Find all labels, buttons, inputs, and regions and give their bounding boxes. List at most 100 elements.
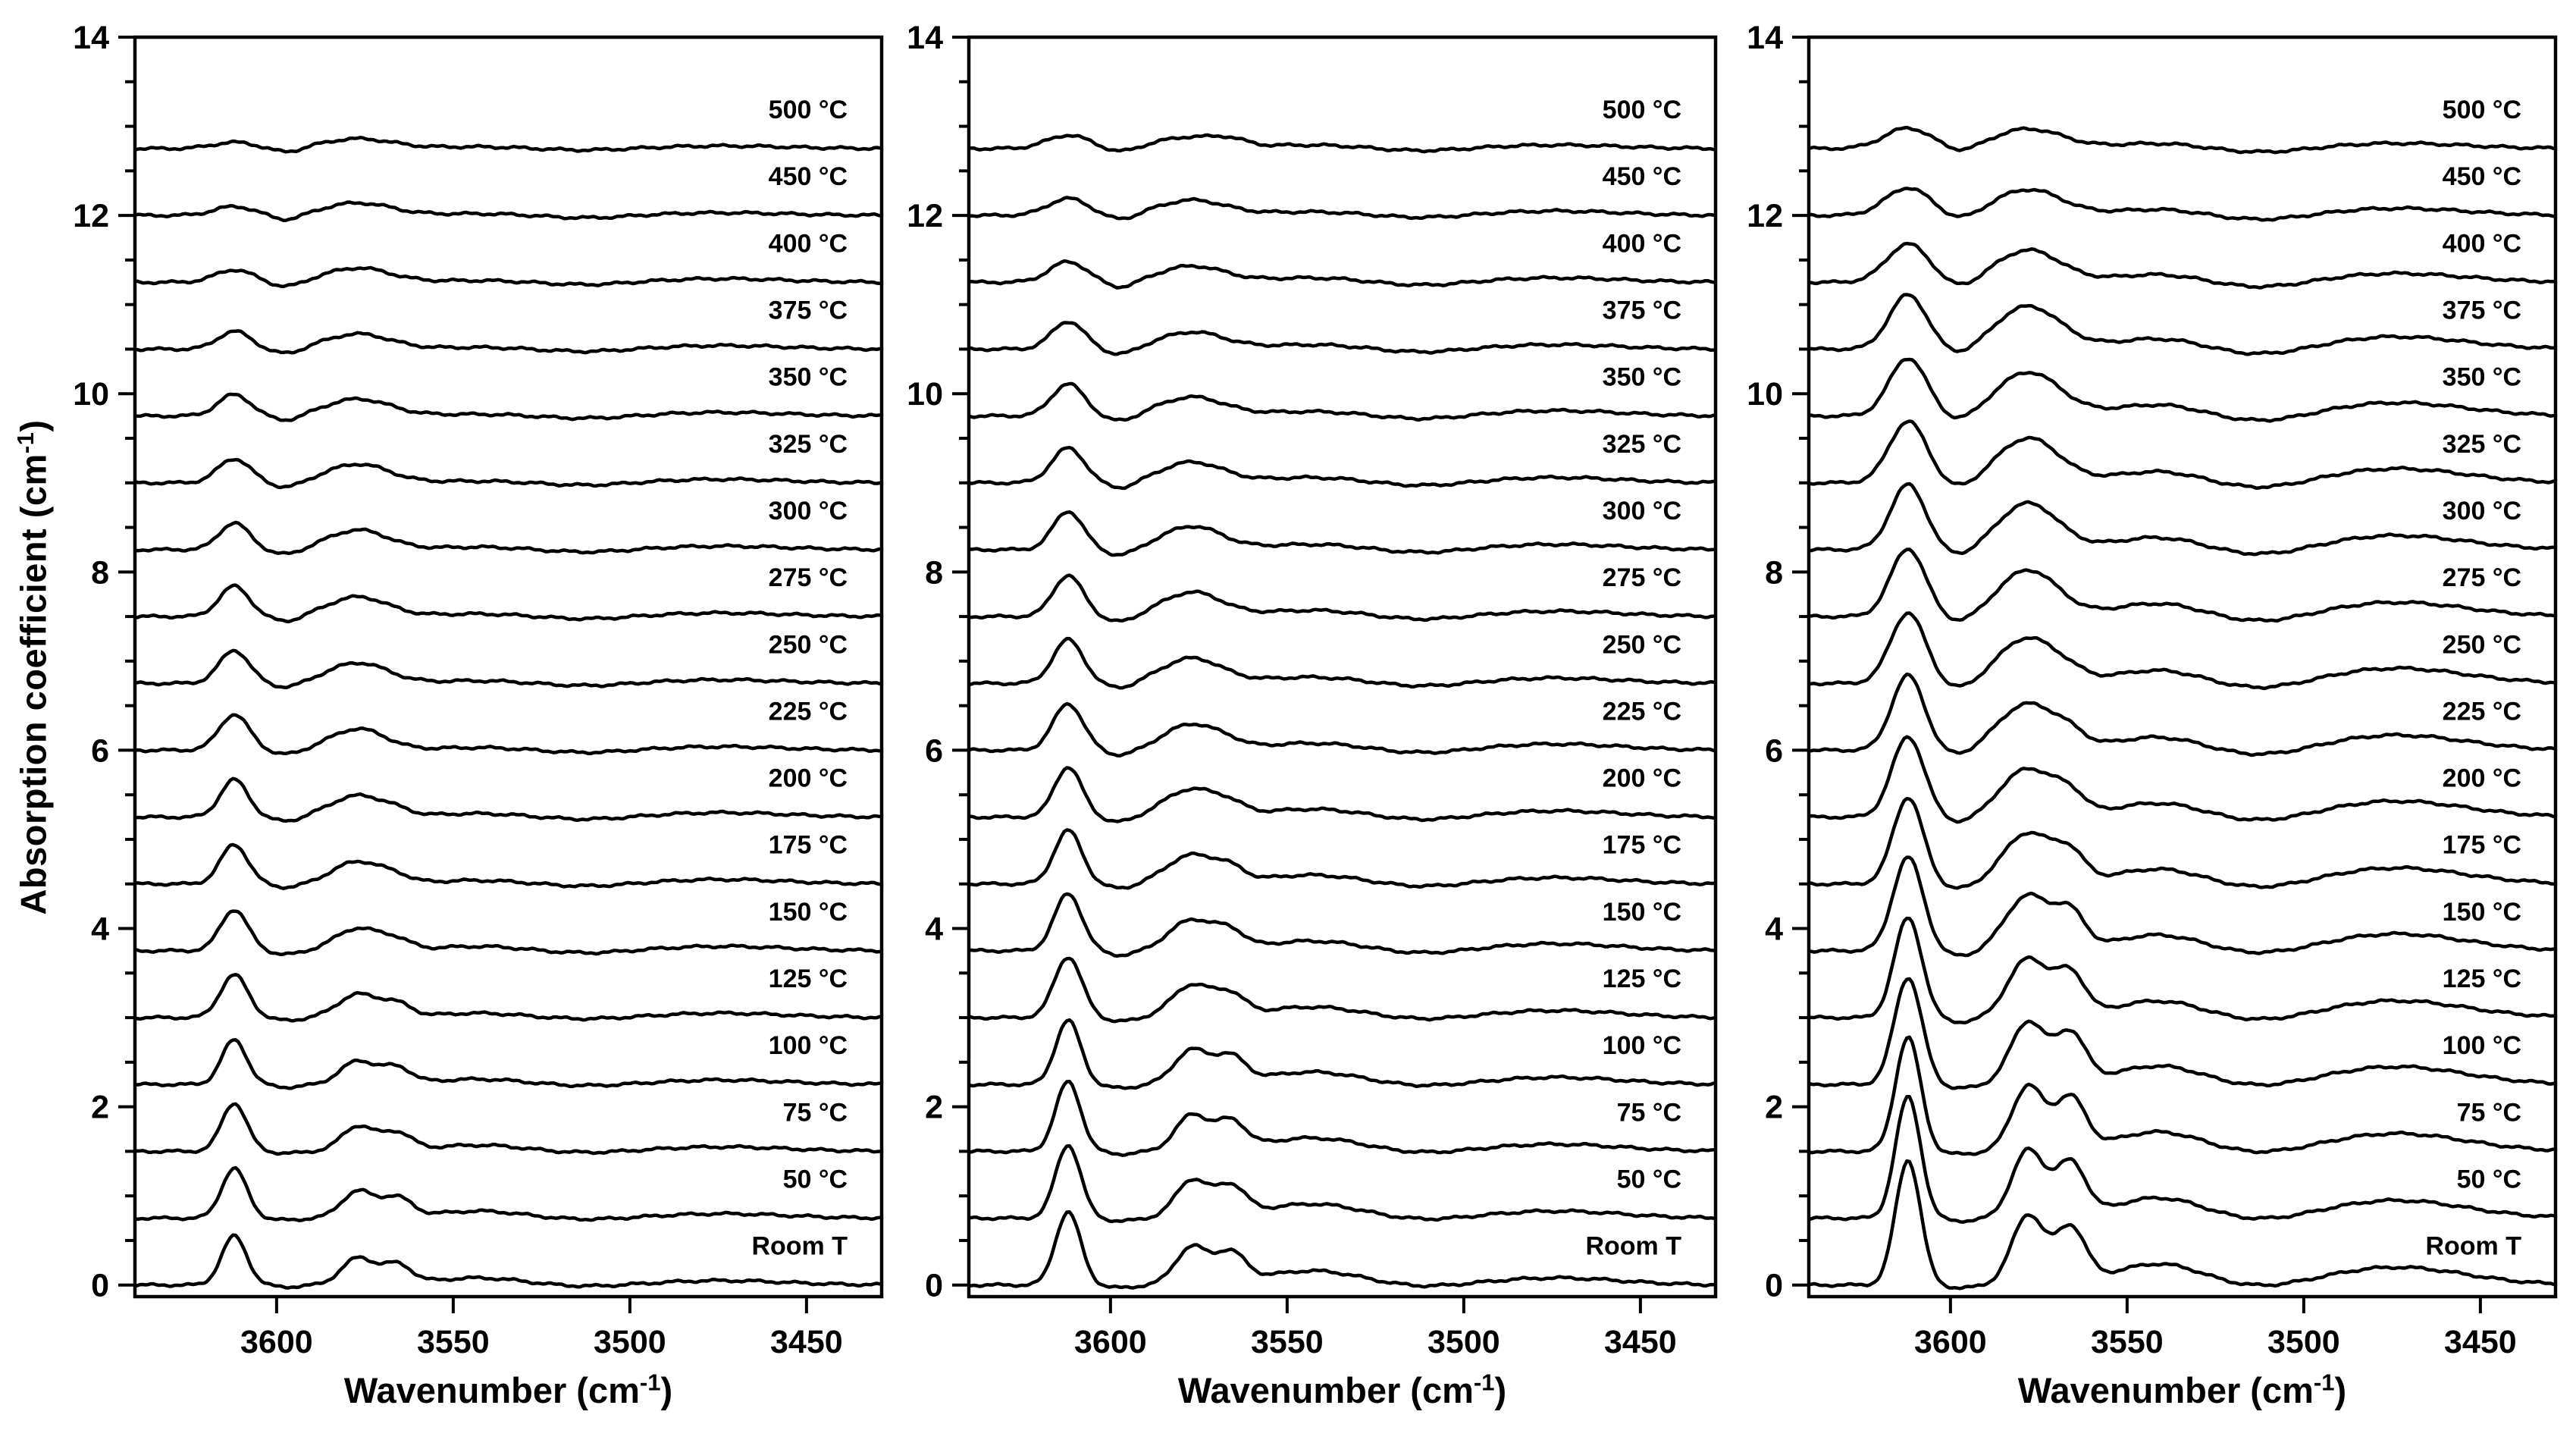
spectrum-curve-panel-2-75-°C (969, 1079, 1716, 1157)
spectrum-curve-panel-2-450-°C (969, 196, 1716, 221)
spectrum-curve-panel-1-300-°C (135, 520, 882, 556)
x-tick-label-panel-1: 3450 (770, 1324, 843, 1360)
temp-label-panel-2: 250 °C (1603, 630, 1681, 659)
temp-label-panel-3: 275 °C (2443, 563, 2521, 592)
temp-label-panel-1: 100 °C (769, 1031, 848, 1060)
spectrum-curve-panel-3-250-°C (1809, 611, 2556, 691)
curves-panel-3 (1809, 125, 2556, 1291)
x-tick-label-panel-1: 3550 (417, 1324, 490, 1360)
y-tick-label-panel-1: 10 (73, 376, 109, 412)
temp-label-panel-3: 225 °C (2443, 697, 2521, 726)
spectrum-curve-panel-1-125-°C (135, 973, 882, 1023)
temp-label-panel-1: 125 °C (769, 965, 848, 993)
y-tick-label-panel-3: 12 (1747, 198, 1783, 234)
y-tick-label-panel-1: 6 (91, 732, 109, 769)
temp-label-panel-3: 400 °C (2443, 229, 2521, 258)
y-tick-label-panel-2: 12 (907, 198, 943, 234)
spectrum-curve-panel-1-75-°C (135, 1102, 882, 1156)
temp-label-panel-1: 200 °C (769, 764, 848, 793)
temp-label-panel-1: 175 °C (769, 831, 848, 860)
x-tick-label-panel-3: 3600 (1914, 1324, 1987, 1360)
y-axis-title-superscript: -1 (11, 431, 39, 454)
spectrum-curve-panel-1-350-°C (135, 392, 882, 422)
y-tick-label-panel-1: 4 (91, 911, 109, 948)
y-tick-label-panel-2: 14 (907, 20, 943, 56)
spectrum-curve-panel-3-125-°C (1809, 916, 2556, 1025)
temp-label-panel-1: 375 °C (769, 296, 848, 325)
spectrum-curve-panel-1-250-°C (135, 648, 882, 690)
temp-label-panel-3: 125 °C (2443, 965, 2521, 993)
spectrum-curve-panel-3-150-°C (1809, 855, 2556, 958)
y-tick-label-panel-1: 8 (91, 554, 109, 591)
spectrum-curve-panel-3-75-°C (1809, 1035, 2556, 1156)
x-tick-label-panel-3: 3550 (2091, 1324, 2164, 1360)
temp-label-panel-2: 175 °C (1603, 831, 1681, 860)
spectrum-curve-panel-2-325-°C (969, 445, 1716, 491)
spectrum-curve-panel-3-300-°C (1809, 481, 2556, 557)
spectrum-curve-panel-2-350-°C (969, 381, 1716, 422)
spectrum-curve-panel-3-50-°C (1809, 1095, 2556, 1225)
spectrum-curve-panel-2-50-°C (969, 1143, 1716, 1224)
temp-label-panel-1: 300 °C (769, 497, 848, 525)
y-tick-label-panel-2: 4 (925, 911, 943, 948)
spectrum-curve-panel-1-150-°C (135, 909, 882, 957)
spectrum-curve-panel-1-450-°C (135, 200, 882, 222)
temp-label-panel-3: 250 °C (2443, 630, 2521, 659)
y-tick-label-panel-3: 2 (1765, 1090, 1783, 1126)
temp-label-panel-2: 400 °C (1603, 229, 1681, 258)
spectrum-curve-panel-2-175-°C (969, 828, 1716, 890)
spectrum-curve-panel-3-450-°C (1809, 187, 2556, 222)
y-tick-label-panel-3: 8 (1765, 554, 1783, 591)
y-tick-label-panel-3: 0 (1765, 1268, 1783, 1304)
temp-label-panel-2: 275 °C (1603, 563, 1681, 592)
temp-label-panel-2: 350 °C (1603, 363, 1681, 392)
spectrum-curve-panel-3-400-°C (1809, 241, 2556, 290)
spectrum-curve-panel-3-275-°C (1809, 547, 2556, 623)
y-axis-title: Absorption coefficient (cm-1) (11, 419, 55, 914)
x-tick-label-panel-2: 3500 (1427, 1324, 1500, 1360)
temp-label-panel-1: 325 °C (769, 430, 848, 459)
x-axis-title-panel-1: Wavenumber (cm-1) (343, 1369, 673, 1410)
spectrum-curve-panel-2-275-°C (969, 573, 1716, 623)
y-tick-label-panel-3: 10 (1747, 376, 1783, 412)
spectrum-curve-panel-2-375-°C (969, 321, 1716, 356)
temp-label-panel-3: 325 °C (2443, 430, 2521, 459)
temp-label-panel-3: 50 °C (2457, 1165, 2521, 1194)
y-tick-label-panel-2: 8 (925, 554, 943, 591)
temp-label-panel-1: 500 °C (769, 96, 848, 124)
curves-panel-1 (135, 136, 882, 1290)
y-axis-title-suffix: ) (13, 419, 54, 432)
temp-label-panel-3: 500 °C (2443, 96, 2521, 124)
temp-label-panel-1: 250 °C (769, 630, 848, 659)
spectrum-curve-panel-2-225-°C (969, 701, 1716, 758)
temp-label-panel-3: 175 °C (2443, 831, 2521, 860)
y-tick-label-panel-2: 10 (907, 376, 943, 412)
temp-label-panel-2: 50 °C (1617, 1165, 1681, 1194)
temp-label-panel-3: 450 °C (2443, 162, 2521, 191)
x-tick-label-panel-2: 3450 (1604, 1324, 1677, 1360)
spectrum-curve-panel-2-400-°C (969, 259, 1716, 290)
spectrum-curve-panel-1-500-°C (135, 136, 882, 154)
y-tick-label-panel-2: 6 (925, 732, 943, 769)
temp-label-panel-3: Room T (2425, 1232, 2521, 1261)
y-tick-label-panel-1: 0 (91, 1268, 109, 1304)
spectrum-curve-panel-1-375-°C (135, 329, 882, 355)
y-tick-label-panel-3: 14 (1747, 20, 1783, 56)
temp-label-panel-3: 200 °C (2443, 764, 2521, 793)
temp-label-panel-1: 350 °C (769, 363, 848, 392)
y-tick-label-panel-2: 0 (925, 1268, 943, 1304)
spectrum-curve-panel-1-175-°C (135, 842, 882, 890)
temp-label-panel-1: 275 °C (769, 563, 848, 592)
spectrum-curve-panel-2-100-°C (969, 1018, 1716, 1090)
spectrum-curve-panel-2-200-°C (969, 766, 1716, 823)
spectrum-curve-panel-3-500-°C (1809, 125, 2556, 155)
spectrum-curve-panel-1-275-°C (135, 583, 882, 624)
curves-panel-2 (969, 133, 1716, 1290)
temp-label-panel-3: 150 °C (2443, 898, 2521, 927)
x-tick-label-panel-3: 3500 (2267, 1324, 2340, 1360)
x-axis-title-panel-2: Wavenumber (cm-1) (1177, 1369, 1507, 1410)
temp-label-panel-2: 100 °C (1603, 1031, 1681, 1060)
temp-label-panel-2: 200 °C (1603, 764, 1681, 793)
